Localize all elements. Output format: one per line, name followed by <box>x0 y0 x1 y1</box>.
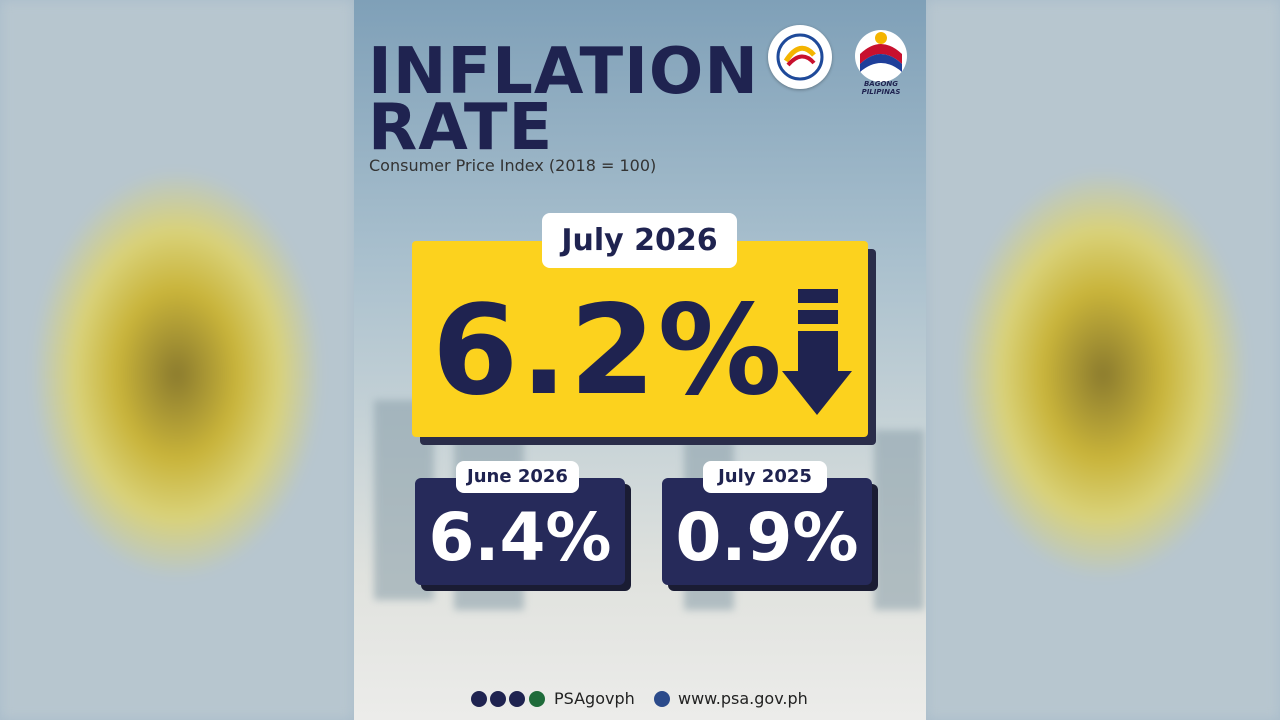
globe-icon <box>654 691 670 707</box>
headline-card: 6.2% <box>412 241 868 437</box>
bagong-pilipinas-logo: BAGONG PILIPINAS <box>846 24 916 96</box>
comparison-value: 6.4% <box>415 478 625 585</box>
x-icon[interactable] <box>490 691 506 707</box>
headline-period: July 2026 <box>542 213 737 268</box>
social-handle[interactable]: PSAgovph <box>554 689 635 708</box>
title-line: INFLATION <box>368 35 759 109</box>
logo-graphic <box>855 30 907 82</box>
comparison-value: 0.9% <box>662 478 872 585</box>
comparison-period: June 2026 <box>456 461 579 493</box>
facebook-icon[interactable] <box>471 691 487 707</box>
headline-value: 6.2% <box>432 279 784 423</box>
psa-logo <box>768 25 832 89</box>
title: INFLATION RATE <box>368 35 759 165</box>
logo-graphic <box>776 33 824 81</box>
subtitle: Consumer Price Index (2018 = 100) <box>369 156 657 175</box>
blurred-background <box>926 0 1280 720</box>
logo-text: BAGONG PILIPINAS <box>861 80 901 96</box>
website[interactable]: www.psa.gov.ph <box>678 689 808 708</box>
blurred-background <box>0 0 354 720</box>
skyline <box>874 430 924 610</box>
infographic: INFLATION RATE Consumer Price Index (201… <box>354 0 926 720</box>
spotify-icon[interactable] <box>529 691 545 707</box>
tiktok-icon[interactable] <box>509 691 525 707</box>
title-line: RATE <box>368 91 554 165</box>
comparison-period: July 2025 <box>703 461 827 493</box>
down-arrow <box>782 289 852 415</box>
